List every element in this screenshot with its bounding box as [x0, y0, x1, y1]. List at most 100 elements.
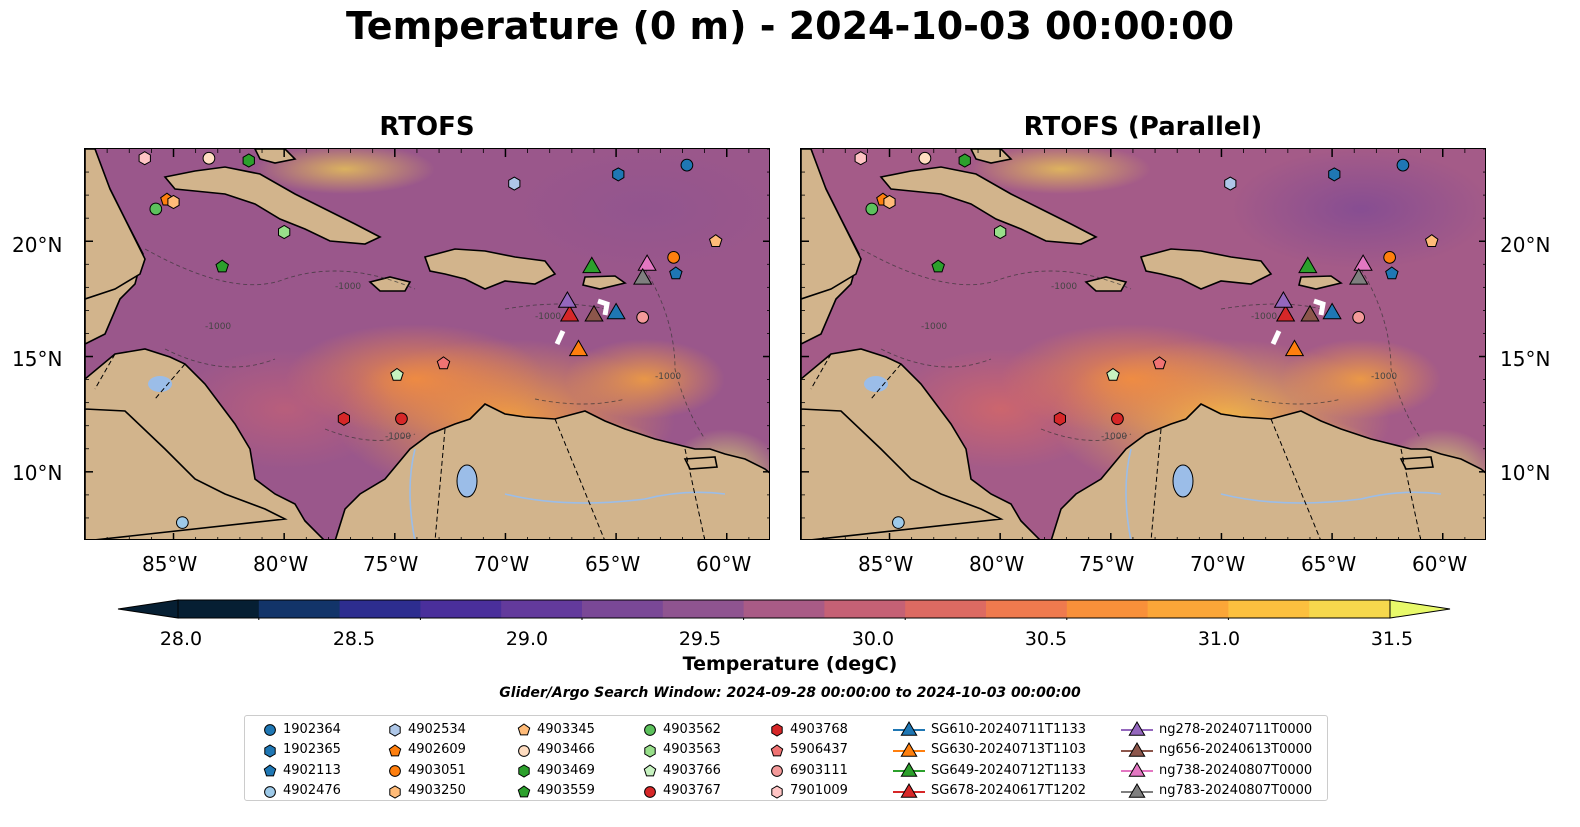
legend-label: SG630-20240713T1103: [931, 742, 1087, 758]
lon-tick-label: 75°W: [363, 552, 419, 576]
land-cuba: [879, 166, 1098, 245]
observation-marker: [994, 224, 1007, 240]
legend-item: 4903469: [517, 760, 595, 780]
isobath-contour: [1220, 303, 1322, 310]
contour-label: -1000: [655, 372, 681, 382]
lon-tick-label: 75°W: [1079, 552, 1135, 576]
legend-marker: [388, 743, 402, 756]
observation-marker: [559, 304, 580, 322]
colorbar-bin: [743, 600, 825, 618]
observation-marker: [865, 202, 879, 216]
observation-marker: [918, 151, 932, 165]
colorbar-label: Temperature (degC): [682, 653, 898, 675]
observation-marker: [202, 151, 216, 165]
temperature-field: [255, 149, 435, 194]
legend-marker: [1121, 741, 1153, 757]
observation-marker: [1224, 176, 1237, 191]
lon-tick-label: 80°W: [969, 552, 1025, 576]
legend-label: 4902113: [283, 762, 341, 778]
legend-marker-symbol: [264, 724, 276, 736]
observation-marker: [508, 176, 521, 191]
observation-marker: [854, 151, 867, 166]
observation-marker: [1322, 302, 1342, 320]
observation-marker: [667, 251, 680, 264]
legend-marker-symbol: [1128, 721, 1146, 736]
legend-marker-symbol: [517, 723, 531, 736]
contour-label: -1000: [1051, 282, 1077, 292]
figure-title: Temperature (0 m) - 2024-10-03 00:00:00: [345, 4, 1235, 48]
legend-item: 4903766: [643, 760, 721, 780]
legend-marker-symbol: [1128, 782, 1146, 798]
land-jamaica: [1084, 276, 1128, 292]
isobath-contour: [504, 303, 606, 310]
legend-label: 4903345: [537, 721, 595, 737]
legend-label: ng738-20240807T0000: [1159, 762, 1313, 778]
colorbar-tick-label: 28.5: [332, 628, 376, 650]
legend-item: 4903051: [388, 760, 466, 780]
observation-marker: [931, 259, 945, 273]
lake-nicaragua: [864, 376, 888, 392]
observation-marker: [958, 153, 971, 168]
observation-marker: [883, 194, 896, 210]
land-trinidad: [1399, 456, 1434, 470]
observation-marker: [1273, 291, 1294, 308]
legend-marker-symbol: [264, 744, 276, 758]
lat-tick-label: 15°N: [12, 347, 63, 371]
lon-tick-label: 65°W: [585, 552, 641, 576]
legend-label: 4903562: [663, 721, 721, 737]
colorbar-bin: [339, 600, 421, 618]
isobath-contour: [860, 248, 1132, 290]
isobath-contour: [1360, 268, 1422, 440]
lat-tick-label: 10°N: [1500, 461, 1551, 485]
observation-marker: [390, 367, 404, 381]
observation-marker: [557, 291, 578, 308]
lon-tick-label: 85°W: [142, 552, 198, 576]
legend-marker-symbol: [1128, 741, 1146, 757]
legend-marker: [389, 723, 401, 737]
panel-title-rtofs: RTOFS: [379, 112, 475, 142]
land-florida: [254, 149, 297, 164]
legend-item: 4903768: [770, 719, 848, 739]
lon-tick-label: 85°W: [858, 552, 914, 576]
colorbar-bin: [178, 600, 260, 618]
observation-marker: [1152, 356, 1167, 370]
colorbar-bin: [582, 600, 664, 618]
temperature-field: [565, 339, 725, 419]
legend-marker-symbol: [900, 782, 918, 798]
observation-marker: [636, 310, 650, 324]
glider-track: [1270, 329, 1282, 346]
legend-marker: [517, 785, 531, 798]
river: [1125, 448, 1132, 539]
colorbar-tick-label: 30.5: [1024, 628, 1068, 650]
country-border: [1270, 418, 1321, 539]
country-border: [94, 353, 116, 390]
legend-item: ng783-20240807T0000: [1121, 781, 1312, 801]
observation-marker: [176, 516, 189, 529]
temperature-field: [971, 149, 1151, 194]
observation-marker: [568, 339, 589, 357]
glider-track: [554, 329, 566, 346]
legend-marker: [264, 744, 276, 758]
legend-label: ng278-20240711T0000: [1159, 721, 1313, 737]
observation-marker: [1353, 254, 1373, 271]
legend-marker: [893, 782, 925, 798]
observation-marker: [1053, 411, 1066, 426]
colorbar-bin: [258, 600, 341, 618]
observation-marker: [1300, 304, 1320, 322]
land-cuba: [163, 166, 382, 245]
observation-marker: [680, 158, 694, 172]
legend-item: ng656-20240613T0000: [1121, 740, 1312, 760]
legend-marker-symbol: [900, 741, 918, 757]
legend-marker-symbol: [389, 785, 401, 799]
legend-label: 5906437: [790, 742, 848, 758]
legend-label: ng656-20240613T0000: [1159, 742, 1313, 758]
colorbar-extend-high: [1389, 599, 1451, 619]
legend-marker-symbol: [643, 764, 657, 777]
legend-item: 4902534: [388, 719, 466, 739]
colorbar-extend-low: [117, 599, 179, 619]
legend-marker-symbol: [771, 785, 783, 799]
legend-item: 4902476: [263, 781, 341, 801]
glider-track: [1313, 298, 1326, 316]
panel-title-rtofs-parallel: RTOFS (Parallel): [1023, 112, 1263, 142]
observation-marker: [582, 256, 602, 274]
